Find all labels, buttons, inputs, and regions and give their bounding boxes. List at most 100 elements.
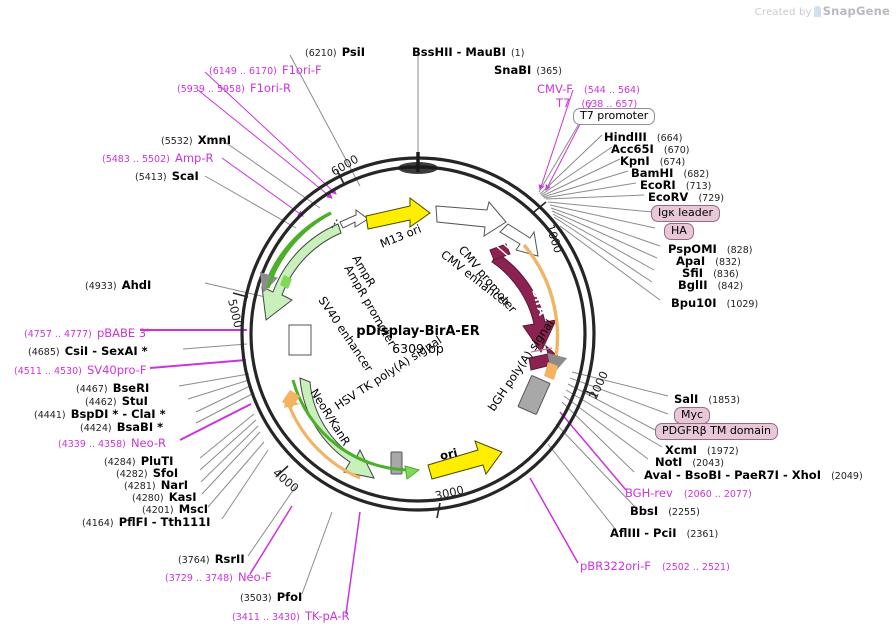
label-avai-bsobi-paer7i-xhoi-name: AvaI - BsoBI - PaeR7I - XhoI: [644, 468, 821, 482]
svg-text:M13 ori: M13 ori: [378, 222, 423, 251]
label-psii[interactable]: (6210) PsiI: [305, 43, 365, 59]
label-pluti-pos: (4284): [104, 457, 136, 468]
label-t7-primer-pos: (638 .. 657): [581, 99, 638, 110]
label-scai-name: ScaI: [171, 169, 199, 183]
label-bgh-rev[interactable]: BGH-rev (2060 .. 2077): [625, 484, 752, 500]
feature-bira: [489, 239, 557, 353]
svg-text:4000: 4000: [270, 466, 301, 496]
label-bsabi[interactable]: (4424) BsaBI *: [80, 418, 163, 434]
label-sv40pro-f-pos: (4511 .. 4530): [14, 366, 82, 377]
label-f1ori-f-name: F1ori-F: [281, 63, 322, 77]
label-xcmi-name: XcmI: [665, 443, 697, 457]
label-kasi-pos: (4280): [132, 493, 164, 504]
label-avai-bsobi-paer7i-xhoi-pos: (2049): [831, 471, 863, 482]
label-csii-sexai-name: CsiI - SexAI *: [64, 344, 148, 358]
feature-cmv-enhancer: [435, 200, 507, 237]
svg-text:3000: 3000: [434, 483, 466, 503]
feature-box-t7-promoter[interactable]: T7 promoter: [573, 108, 656, 125]
label-noti[interactable]: NotI (2043): [655, 453, 724, 469]
feature-box-igk-leader[interactable]: Igκ leader: [651, 205, 721, 222]
label-neo-f-name: Neo-F: [237, 570, 272, 584]
label-pflfi-tth111i[interactable]: (4164) PflFI - Tth111I: [82, 513, 210, 529]
label-bbsi[interactable]: BbsI (2255): [630, 502, 700, 518]
label-msci[interactable]: (4201) MscI: [142, 500, 208, 516]
label-bpu10i[interactable]: Bpu10I (1029): [671, 294, 758, 310]
label-snabi[interactable]: SnaBI (365): [494, 61, 562, 77]
label-pluti[interactable]: (4284) PluTI: [104, 452, 173, 468]
label-f1ori-f[interactable]: (6149 .. 6170) F1ori-F: [209, 61, 322, 77]
feature-box-myc[interactable]: Myc: [674, 407, 711, 424]
label-pbr322ori-f[interactable]: pBR322ori-F (2502 .. 2521): [580, 557, 730, 573]
label-xcmi[interactable]: XcmI (1972): [665, 441, 739, 457]
label-bpu10i-name: Bpu10I: [671, 296, 717, 310]
label-bsabi-name: BsaBI *: [116, 420, 164, 434]
watermark-prefix: Created by: [754, 7, 812, 18]
label-bglii[interactable]: BglII (842): [678, 276, 743, 292]
label-scai[interactable]: (5413) ScaI: [135, 167, 199, 183]
label-pbabe-3prime[interactable]: (4757 .. 4777) pBABE 3': [24, 324, 149, 340]
label-stui-pos: (4462): [85, 397, 117, 408]
label-pfoi-pos: (3503): [240, 593, 272, 604]
feature-ori: [427, 440, 503, 480]
label-rsrii[interactable]: (3764) RsrII: [178, 550, 245, 566]
label-neo-r-name: Neo-R: [130, 436, 167, 450]
label-stui[interactable]: (4462) StuI: [85, 392, 148, 408]
label-bspdi-clai[interactable]: (4441) BspDI * - ClaI *: [34, 405, 166, 421]
label-amp-r[interactable]: (5483 .. 5502) Amp-R: [102, 149, 213, 165]
label-neo-f[interactable]: (3729 .. 3748) Neo-F: [165, 568, 272, 584]
label-acc65i-pos: (670): [663, 145, 690, 156]
label-rsrii-name: RsrII: [214, 552, 245, 566]
label-ahdi[interactable]: (4933) AhdI: [85, 276, 151, 292]
label-neo-r[interactable]: (4339 .. 4358) Neo-R: [58, 434, 166, 450]
label-cmv-f[interactable]: CMV-F (544 .. 564): [537, 80, 640, 96]
label-kpni[interactable]: KpnI (674): [620, 152, 685, 168]
label-sfoi[interactable]: (4282) SfoI: [116, 464, 178, 480]
label-t7-primer[interactable]: T7 (638 .. 657): [556, 94, 637, 110]
label-f1ori-r-pos: (5939 .. 5958): [177, 84, 245, 95]
feature-neor-kanr: [291, 377, 421, 480]
label-bpu10i-pos: (1029): [726, 299, 759, 310]
label-bsabi-pos: (4424): [80, 423, 112, 434]
label-sali[interactable]: SalI (1853): [674, 390, 740, 406]
label-afliii-pcii-name: AflIII - PciI: [610, 526, 677, 540]
label-afliii-pcii[interactable]: AflIII - PciI (2361): [610, 524, 718, 540]
label-xmni[interactable]: (5532) XmnI: [161, 131, 231, 147]
label-pfoi[interactable]: (3503) PfoI: [240, 588, 302, 604]
label-acc65i[interactable]: Acc65I (670): [611, 140, 689, 156]
label-nari[interactable]: (4281) NarI: [124, 476, 188, 492]
label-neo-f-pos: (3729 .. 3748): [165, 573, 233, 584]
label-pfoi-name: PfoI: [276, 590, 303, 604]
label-bamhi[interactable]: BamHI (682): [631, 164, 709, 180]
label-f1ori-f-pos: (6149 .. 6170): [209, 66, 277, 77]
feature-ampr: [259, 211, 342, 321]
plasmid-name: pDisplay-BirA-ER: [356, 324, 480, 339]
feature-ampr-promoter: [331, 209, 369, 229]
label-psii-name: PsiI: [341, 45, 365, 59]
label-bseri-name: BseRI: [112, 381, 150, 395]
label-bsshii-maubi[interactable]: BssHII - MauBI (1): [412, 43, 524, 59]
leader-lines-topleft: [197, 52, 419, 229]
label-pspomi-pos: (828): [726, 245, 753, 256]
feature-m13-ori: [365, 197, 431, 230]
label-sfii[interactable]: SfiI (836): [682, 264, 739, 280]
label-bseri[interactable]: (4467) BseRI: [76, 379, 149, 395]
feature-box-pdgfrb-tm[interactable]: PDGFRβ TM domain: [655, 423, 779, 440]
label-hindiii[interactable]: HindIII (664): [604, 128, 682, 144]
label-ahdi-pos: (4933): [85, 281, 117, 292]
label-pspomi[interactable]: PspOMI (828): [668, 240, 752, 256]
plasmid-size: 6309 bp: [392, 341, 444, 356]
label-csii-sexai[interactable]: (4685) CsiI - SexAI *: [28, 342, 148, 358]
label-ecori[interactable]: EcoRI (713): [640, 176, 711, 192]
label-tk-pa-r[interactable]: (3411 .. 3430) TK-pA-R: [232, 607, 350, 623]
feature-box-ha[interactable]: HA: [664, 223, 694, 240]
label-apai[interactable]: ApaI (832): [676, 252, 741, 268]
label-acc65i-name: Acc65I: [611, 142, 654, 156]
label-sv40pro-f[interactable]: (4511 .. 4530) SV40pro-F: [14, 361, 147, 377]
label-bamhi-pos: (682): [683, 169, 710, 180]
label-kasi[interactable]: (4280) KasI: [132, 488, 196, 504]
label-avai-bsobi-paer7i-xhoi[interactable]: AvaI - BsoBI - PaeR7I - XhoI (2049): [644, 466, 863, 482]
label-ecorv[interactable]: EcoRV (729): [648, 188, 724, 204]
label-pbabe-3prime-pos: (4757 .. 4777): [24, 329, 92, 340]
label-f1ori-r[interactable]: (5939 .. 5958) F1ori-R: [177, 79, 291, 95]
